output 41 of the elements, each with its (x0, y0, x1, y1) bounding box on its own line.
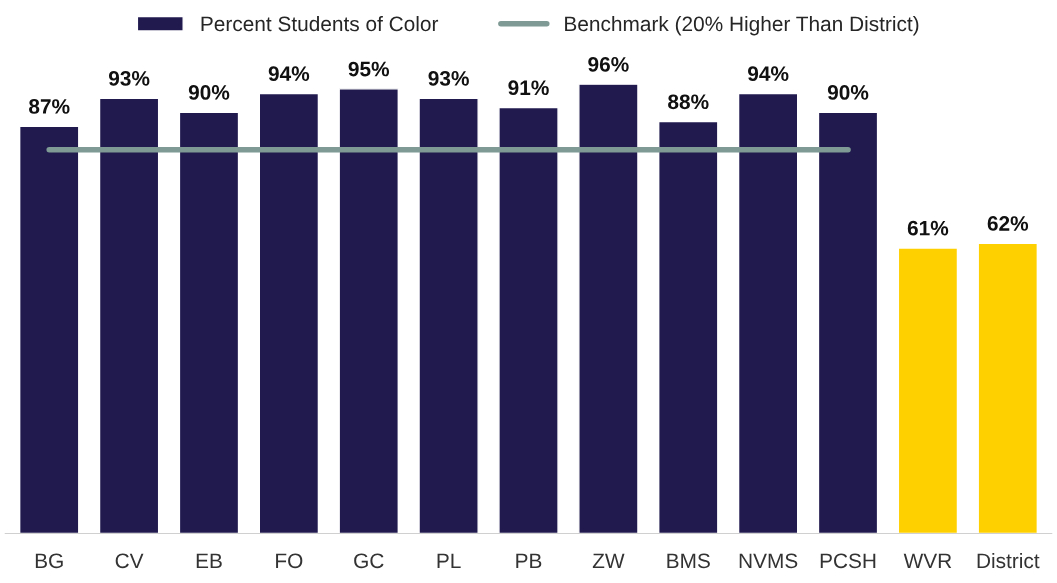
x-tick-label: District (977, 552, 1040, 569)
data-label: 90% (827, 85, 869, 100)
bar (98, 97, 160, 534)
data-label: 95% (348, 61, 390, 77)
bar (418, 97, 479, 534)
bar (18, 125, 80, 534)
x-tick-label: PB (516, 553, 542, 568)
data-label: 94% (748, 66, 789, 82)
data-label: 93% (108, 71, 150, 86)
bar (658, 120, 719, 534)
bar (977, 242, 1039, 534)
data-label: 88% (668, 94, 709, 110)
bar (817, 111, 879, 534)
x-tick-label: ZW (592, 553, 625, 568)
data-label: 96% (588, 56, 629, 72)
legend-label: Percent Students of Color (201, 15, 439, 32)
data-label: 93% (428, 71, 469, 86)
data-label: 91% (508, 80, 549, 96)
data-label: 62% (987, 216, 1029, 231)
bar (338, 88, 399, 534)
x-tick-label: CV (115, 553, 144, 569)
x-tick-label: FO (276, 553, 303, 569)
bar (897, 247, 959, 534)
x-tick-label: NVMS (739, 553, 798, 569)
bar (178, 111, 240, 534)
legend-label: Benchmark (20% Higher Than District) (565, 15, 919, 36)
bar (498, 106, 559, 534)
data-label: 87% (29, 99, 70, 114)
x-tick-label: WVR (903, 553, 952, 568)
bar (578, 83, 639, 534)
bar (258, 92, 320, 534)
x-tick-label: PL (437, 553, 461, 568)
data-label: 90% (188, 85, 230, 100)
x-tick-label: GC (354, 553, 384, 569)
bar (737, 92, 799, 534)
data-label: 61% (907, 220, 949, 236)
x-tick-label: BMS (667, 553, 710, 569)
x-tick-label: PCSH (820, 553, 876, 569)
x-tick-label: BG (35, 553, 63, 569)
data-label: 94% (268, 66, 310, 82)
x-tick-label: EB (196, 553, 222, 568)
